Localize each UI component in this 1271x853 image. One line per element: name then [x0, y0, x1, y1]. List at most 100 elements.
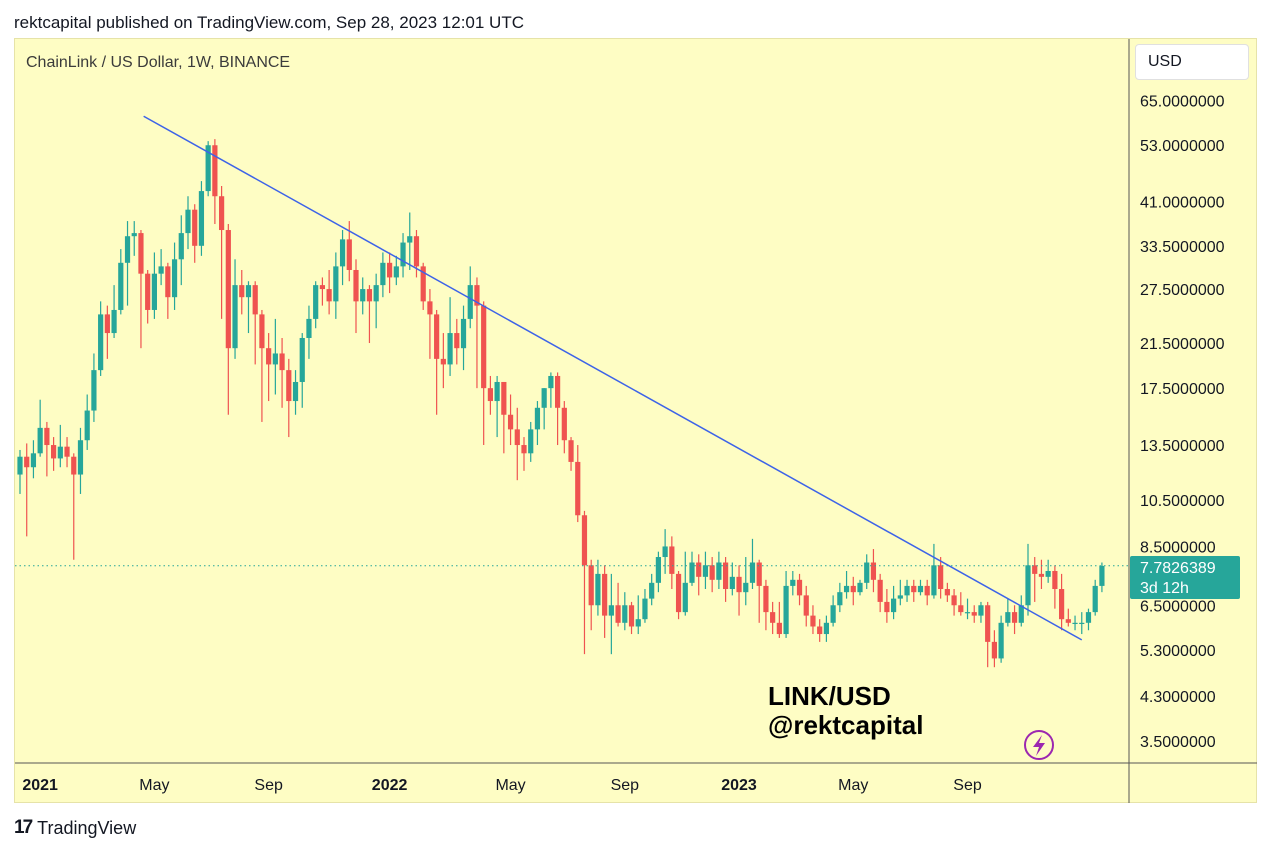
price-tick-label: 17.5000000 — [1140, 381, 1225, 398]
currency-selector[interactable]: USD — [1135, 44, 1249, 80]
candle-body — [131, 233, 137, 237]
candle-body — [891, 598, 897, 613]
chart-title: ChainLink / US Dollar, 1W, BINANCE — [26, 54, 291, 71]
candle-body — [924, 585, 930, 596]
candle-body — [823, 622, 829, 635]
candle-body — [991, 641, 997, 659]
candle-body — [1038, 573, 1045, 577]
candle-body — [696, 562, 702, 577]
candle-body — [951, 595, 957, 606]
candle-body — [541, 388, 547, 408]
candle-body — [467, 285, 473, 319]
candle-body — [850, 585, 856, 593]
candle-body — [165, 266, 171, 298]
candle-body — [514, 429, 520, 446]
candle-body — [64, 446, 70, 457]
candle-body — [1079, 622, 1085, 625]
price-tick-label: 13.5000000 — [1140, 438, 1225, 455]
candle-body — [1072, 622, 1078, 625]
candle-body — [252, 285, 258, 315]
time-tick-label: May — [838, 777, 868, 794]
candle-body — [675, 573, 682, 613]
candle-body — [803, 595, 809, 616]
candle-body — [897, 595, 903, 599]
time-tick-label: Sep — [254, 777, 283, 794]
candle-body — [259, 314, 265, 349]
candle-body — [360, 289, 366, 302]
tradingview-brand[interactable]: 17 TradingView — [14, 817, 136, 839]
candle-body — [635, 619, 641, 627]
candle-body — [877, 579, 883, 602]
candle-body — [104, 314, 110, 334]
candle-body — [588, 565, 594, 606]
candle-body — [978, 605, 984, 616]
candle-body — [964, 612, 971, 614]
price-tick-label: 6.5000000 — [1140, 598, 1216, 615]
candle-body — [723, 562, 729, 590]
candle-body — [434, 314, 440, 359]
candle-body — [219, 196, 225, 231]
candle-body — [998, 622, 1004, 659]
candle-body — [655, 557, 661, 583]
candle-body — [151, 273, 157, 310]
candle-body — [326, 289, 332, 302]
candle-body — [783, 585, 789, 635]
candle-body — [51, 445, 57, 459]
candle-body — [138, 233, 144, 274]
candle-body — [501, 381, 507, 415]
time-tick-label: May — [495, 777, 525, 794]
chart-area[interactable] — [14, 38, 1257, 803]
watermark-author: @rektcapital — [768, 710, 924, 740]
time-tick-label: May — [139, 777, 169, 794]
candle-body — [118, 262, 124, 310]
candle-body — [77, 440, 84, 475]
price-tick-label: 3.5000000 — [1140, 734, 1216, 751]
publish-info: rektcapital published on TradingView.com… — [14, 13, 524, 32]
candle-body — [763, 585, 769, 613]
time-tick-label: Sep — [611, 777, 640, 794]
price-tick-label: 5.3000000 — [1140, 643, 1216, 660]
candle-body — [649, 582, 655, 599]
price-tick-label: 4.3000000 — [1140, 689, 1216, 706]
candle-body — [971, 612, 977, 616]
candle-body — [682, 582, 688, 613]
candle-body — [837, 592, 843, 606]
candle-body — [595, 573, 601, 606]
candle-body — [534, 407, 541, 430]
candle-body — [938, 565, 944, 590]
candle-body — [192, 209, 198, 246]
candle-body — [716, 562, 722, 580]
candle-body — [57, 446, 63, 459]
candle-body — [1011, 612, 1018, 623]
candle-body — [353, 269, 359, 302]
candle-body — [790, 579, 796, 586]
candle-body — [1045, 570, 1051, 577]
candle-body — [319, 285, 325, 290]
candle-body — [454, 333, 460, 349]
candle-body — [266, 348, 272, 365]
price-tick-label: 27.5000000 — [1140, 282, 1225, 299]
candle-body — [245, 285, 252, 298]
candle-body — [917, 585, 924, 593]
candle-body — [857, 582, 863, 593]
candle-body — [474, 285, 480, 306]
candle-body — [447, 333, 453, 365]
price-tick-label: 21.5000000 — [1140, 336, 1225, 353]
candle-body — [615, 605, 621, 623]
candle-body — [843, 585, 850, 593]
candle-body — [306, 318, 312, 338]
candle-body — [286, 370, 292, 402]
candle-body — [440, 358, 446, 365]
candle-body — [555, 375, 561, 408]
candle-body — [366, 289, 373, 302]
candle-body — [111, 309, 117, 334]
candle-body — [481, 305, 487, 389]
brand-name: TradingView — [37, 817, 137, 838]
candle-body — [1005, 612, 1011, 623]
watermark-text: LINK/USD @rektcapital — [768, 682, 923, 740]
candle-body — [736, 576, 742, 593]
candle-body — [669, 546, 675, 574]
candle-body — [1092, 585, 1098, 613]
candle-body — [608, 605, 614, 616]
